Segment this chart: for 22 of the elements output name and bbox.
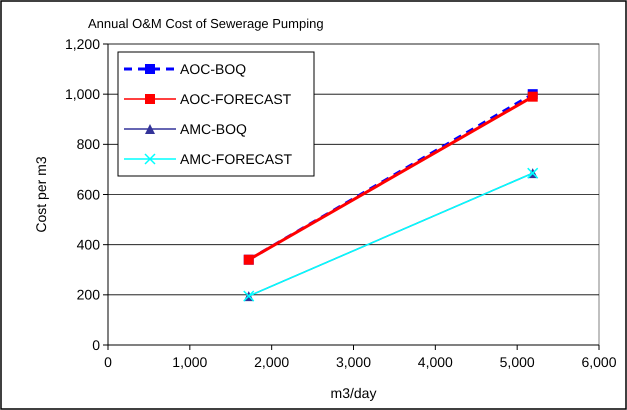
- legend-label: AMC-FORECAST: [180, 150, 292, 167]
- y-tick-label: 0: [92, 336, 100, 353]
- x-tick-label: 0: [104, 354, 112, 370]
- chart-title: Annual O&M Cost of Sewerage Pumping: [88, 16, 324, 31]
- y-axis-title: Cost per m3: [33, 156, 49, 233]
- y-tick-label: 1,200: [64, 36, 100, 52]
- x-tick-label: 5,000: [500, 354, 535, 370]
- y-tick-label: 600: [76, 186, 100, 202]
- point: [528, 92, 538, 102]
- x-tick-label: 1,000: [172, 354, 208, 370]
- y-tick-label: 1,000: [64, 86, 100, 102]
- legend-label: AMC-BOQ: [180, 120, 247, 137]
- x-tick-label: 2,000: [254, 354, 290, 370]
- y-tick-label: 800: [76, 136, 100, 152]
- legend-label: AOC-BOQ: [180, 60, 246, 77]
- x-tick-label: 3,000: [336, 354, 372, 370]
- x-axis-title: m3/day: [330, 385, 376, 401]
- legend-label: AOC-FORECAST: [180, 90, 292, 107]
- y-tick-label: 400: [76, 236, 100, 253]
- y-tick-label: 200: [76, 286, 100, 303]
- x-tick-label: 4,000: [418, 354, 454, 370]
- x-tick-label: 6,000: [581, 354, 617, 370]
